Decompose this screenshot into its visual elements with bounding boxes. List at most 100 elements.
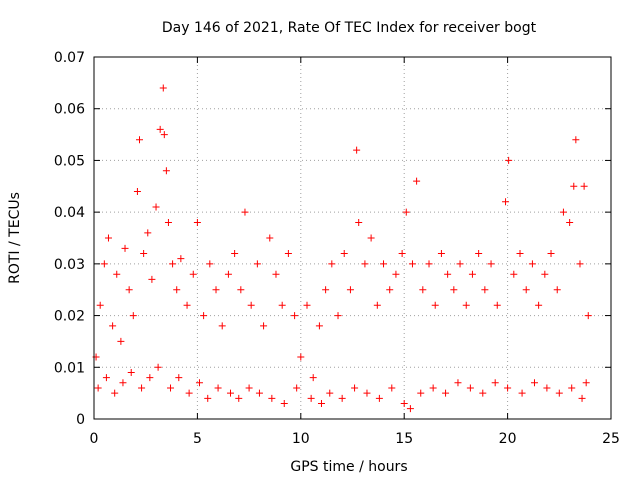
data-point — [450, 286, 458, 294]
data-point — [398, 250, 406, 258]
data-point — [386, 286, 394, 294]
data-point — [442, 389, 450, 397]
data-point — [173, 286, 181, 294]
data-point — [247, 301, 255, 309]
y-tick-label: 0.01 — [54, 360, 85, 376]
data-point — [214, 384, 222, 392]
data-point — [375, 394, 383, 402]
data-point — [522, 286, 530, 294]
data-point — [224, 270, 232, 278]
data-point — [212, 286, 220, 294]
data-point — [284, 250, 292, 258]
data-point — [206, 260, 214, 268]
data-point — [119, 379, 127, 387]
data-point — [121, 244, 129, 252]
data-point — [104, 234, 112, 242]
data-point — [351, 384, 359, 392]
data-point — [160, 131, 168, 139]
data-point — [466, 384, 474, 392]
x-axis-label: GPS time / hours — [290, 459, 407, 475]
data-point — [454, 379, 462, 387]
data-point — [419, 286, 427, 294]
data-point — [456, 260, 464, 268]
data-point — [195, 379, 203, 387]
x-tick-label: 20 — [499, 431, 517, 447]
data-point — [291, 312, 299, 320]
data-point — [363, 389, 371, 397]
data-point — [541, 270, 549, 278]
data-point — [303, 301, 311, 309]
data-point — [204, 394, 212, 402]
data-point — [429, 384, 437, 392]
y-tick-label: 0.04 — [54, 205, 85, 221]
data-point — [380, 260, 388, 268]
data-point — [177, 255, 185, 263]
data-point — [193, 218, 201, 226]
data-point — [516, 250, 524, 258]
data-point — [268, 394, 276, 402]
data-point — [152, 203, 160, 211]
data-point — [162, 167, 170, 175]
data-point — [255, 389, 263, 397]
data-point — [253, 260, 261, 268]
data-point — [468, 270, 476, 278]
data-point — [109, 322, 117, 330]
x-tick-label: 25 — [602, 431, 620, 447]
data-point — [576, 260, 584, 268]
data-point — [535, 301, 543, 309]
data-point — [504, 384, 512, 392]
data-point — [189, 270, 197, 278]
data-point — [167, 384, 175, 392]
data-point — [326, 389, 334, 397]
data-point — [417, 389, 425, 397]
data-point — [530, 379, 538, 387]
data-point — [553, 286, 561, 294]
data-point — [361, 260, 369, 268]
data-point — [307, 394, 315, 402]
data-point — [408, 260, 416, 268]
data-point — [559, 208, 567, 216]
data-point — [493, 301, 501, 309]
data-point — [154, 363, 162, 371]
x-tick-labels: 0 5 10 15 20 25 — [90, 431, 620, 447]
data-point — [584, 312, 592, 320]
data-point — [127, 368, 135, 376]
data-point — [338, 394, 346, 402]
data-point — [175, 374, 183, 382]
data-point — [138, 384, 146, 392]
data-point — [510, 270, 518, 278]
data-point — [340, 250, 348, 258]
data-point — [518, 389, 526, 397]
y-tick-labels: 0 0.01 0.02 0.03 0.04 0.05 0.06 0.07 — [54, 50, 85, 428]
data-point — [322, 286, 330, 294]
data-point — [272, 270, 280, 278]
data-point — [437, 250, 445, 258]
data-point — [475, 250, 483, 258]
data-point — [481, 286, 489, 294]
chart-title: Day 146 of 2021, Rate Of TEC Index for r… — [162, 20, 537, 36]
y-tick-label: 0.07 — [54, 50, 85, 66]
data-point — [235, 394, 243, 402]
data-point — [580, 182, 588, 190]
data-point — [315, 322, 323, 330]
y-tick-label: 0.02 — [54, 309, 85, 325]
data-point — [129, 312, 137, 320]
data-point — [491, 379, 499, 387]
data-point — [566, 218, 574, 226]
data-point — [431, 301, 439, 309]
data-point — [144, 229, 152, 237]
x-tick-label: 10 — [292, 431, 310, 447]
data-point — [413, 177, 421, 185]
data-point — [169, 260, 177, 268]
data-point — [555, 389, 563, 397]
data-point — [156, 125, 164, 133]
data-point — [328, 260, 336, 268]
x-tick-label: 5 — [193, 431, 202, 447]
data-point — [133, 187, 141, 195]
data-point — [200, 312, 208, 320]
data-point — [135, 136, 143, 144]
data-point — [159, 84, 167, 92]
data-point — [266, 234, 274, 242]
data-point — [164, 218, 172, 226]
